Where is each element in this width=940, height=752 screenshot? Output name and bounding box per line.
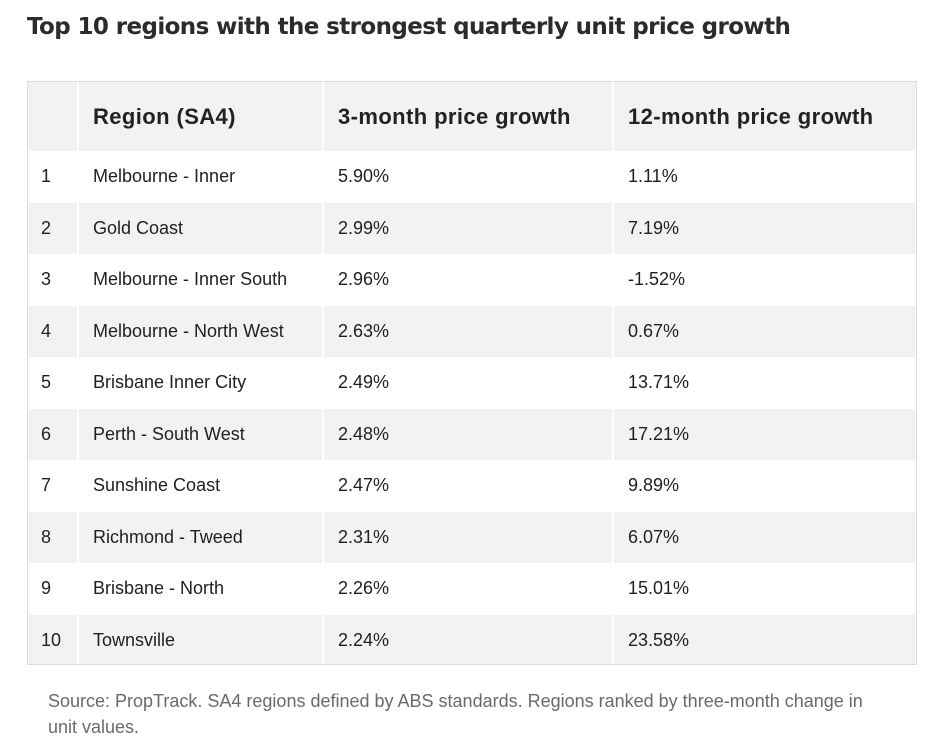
- region-cell: Brisbane - North: [77, 563, 323, 615]
- three-month-cell: 2.24%: [322, 614, 613, 664]
- region-cell: Gold Coast: [77, 202, 323, 254]
- region-cell: Richmond - Tweed: [77, 511, 323, 563]
- three-month-cell: 2.31%: [322, 511, 613, 563]
- three-month-cell: 2.63%: [322, 305, 613, 357]
- rank-cell: 3: [41, 269, 52, 290]
- twelve-month-cell: 1.11%: [612, 151, 916, 203]
- rank-cell: 10: [41, 629, 62, 650]
- twelve-month-cell: 15.01%: [612, 563, 916, 615]
- growth-table: Region (SA4) 3-month price growth 12-mon…: [28, 82, 916, 664]
- rank-cell: 9: [41, 578, 52, 599]
- twelve-month-cell: 23.58%: [612, 614, 916, 664]
- table-row: 3 Melbourne - Inner South 2.96% -1.52%: [28, 254, 916, 306]
- region-cell: Melbourne - Inner: [77, 151, 323, 203]
- three-month-cell: 2.47%: [322, 460, 613, 512]
- twelve-month-cell: 7.19%: [612, 202, 916, 254]
- twelve-month-cell: 6.07%: [612, 511, 916, 563]
- table-header-row: Region (SA4) 3-month price growth 12-mon…: [28, 82, 916, 151]
- three-month-cell: 2.49%: [322, 357, 613, 409]
- table-row: 4 Melbourne - North West 2.63% 0.67%: [28, 305, 916, 357]
- three-month-cell: 2.99%: [322, 202, 613, 254]
- table-row: 6 Perth - South West 2.48% 17.21%: [28, 408, 916, 460]
- rank-cell: 8: [41, 526, 52, 547]
- rank-cell: 4: [41, 320, 52, 341]
- rank-cell: 7: [41, 475, 52, 496]
- region-cell: Townsville: [77, 614, 323, 664]
- region-cell: Brisbane Inner City: [77, 357, 323, 409]
- table-row: 2 Gold Coast 2.99% 7.19%: [28, 202, 916, 254]
- page-title: Top 10 regions with the strongest quarte…: [27, 14, 791, 40]
- twelve-month-cell: 17.21%: [612, 408, 916, 460]
- table-row: 7 Sunshine Coast 2.47% 9.89%: [28, 460, 916, 512]
- table-row: 1 Melbourne - Inner 5.90% 1.11%: [28, 151, 916, 203]
- three-month-cell: 2.48%: [322, 408, 613, 460]
- region-cell: Sunshine Coast: [77, 460, 323, 512]
- header-rank: [28, 82, 78, 151]
- table-row: 10 Townsville 2.24% 23.58%: [28, 614, 916, 664]
- growth-table-container: Region (SA4) 3-month price growth 12-mon…: [27, 81, 917, 665]
- rank-cell: 6: [41, 423, 52, 444]
- three-month-cell: 5.90%: [322, 151, 613, 203]
- twelve-month-cell: 9.89%: [612, 460, 916, 512]
- source-note: Source: PropTrack. SA4 regions defined b…: [48, 691, 863, 737]
- header-region: Region (SA4): [77, 82, 323, 151]
- header-twelve-month: 12-month price growth: [612, 82, 916, 151]
- table-row: 9 Brisbane - North 2.26% 15.01%: [28, 563, 916, 615]
- region-cell: Melbourne - Inner South: [77, 254, 323, 306]
- twelve-month-cell: 0.67%: [612, 305, 916, 357]
- rank-cell: 2: [41, 217, 52, 238]
- table-row: 8 Richmond - Tweed 2.31% 6.07%: [28, 511, 916, 563]
- region-cell: Melbourne - North West: [77, 305, 323, 357]
- region-cell: Perth - South West: [77, 408, 323, 460]
- table-row: 5 Brisbane Inner City 2.49% 13.71%: [28, 357, 916, 409]
- rank-cell: 1: [41, 166, 52, 187]
- three-month-cell: 2.96%: [322, 254, 613, 306]
- header-three-month: 3-month price growth: [322, 82, 613, 151]
- twelve-month-cell: 13.71%: [612, 357, 916, 409]
- rank-cell: 5: [41, 372, 52, 393]
- three-month-cell: 2.26%: [322, 563, 613, 615]
- twelve-month-cell: -1.52%: [612, 254, 916, 306]
